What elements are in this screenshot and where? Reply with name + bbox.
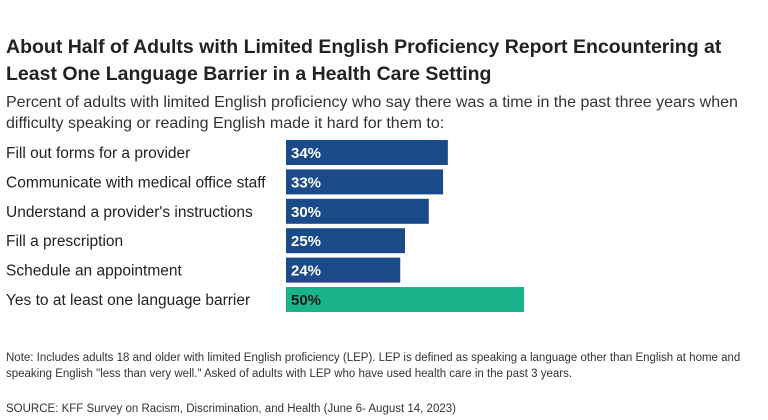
bar-value-label: 24% [291,263,321,280]
bar-value-label: 50% [291,292,321,309]
category-label: Schedule an appointment [6,263,182,280]
bar [286,287,524,312]
bar-value-label: 30% [291,204,321,221]
bar [286,140,448,165]
chart-note: Note: Includes adults 18 and older with … [6,352,741,380]
chart-subtitle: Percent of adults with limited English p… [6,94,738,132]
bar-value-label: 33% [291,174,321,191]
bar-chart: Fill out forms for a provider 34% Communic… [6,140,524,312]
category-label: Fill out forms for a provider [6,145,190,162]
category-label: Fill a prescription [6,233,123,250]
chart-source: SOURCE: KFF Survey on Racism, Discrimina… [6,403,456,415]
category-label: Understand a provider's instructions [6,204,253,221]
category-label: Yes to at least one language barrier [6,292,250,309]
bar [286,257,401,283]
chart-title: About Half of Adults with Limited Englis… [6,36,722,85]
bar [286,198,429,224]
bar [286,228,405,254]
bar-value-label: 34% [291,145,321,162]
category-label: Communicate with medical office staff [6,174,266,191]
bar-value-label: 25% [291,233,321,250]
bar [286,169,444,195]
